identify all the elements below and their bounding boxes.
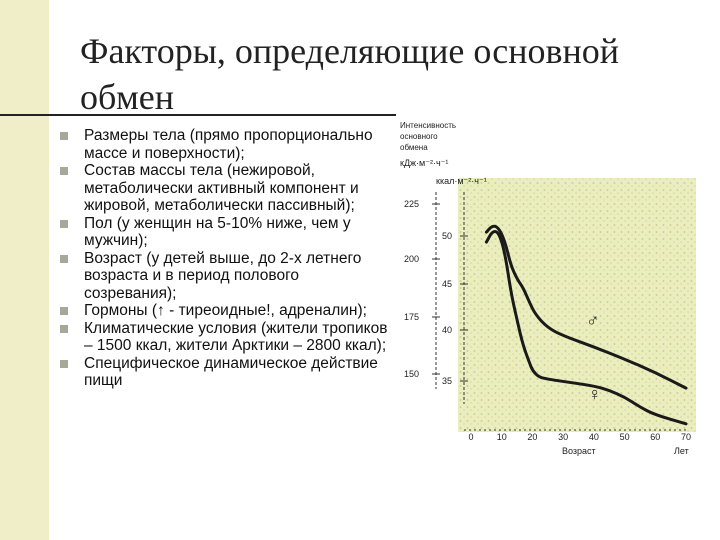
bullet-item: Размеры тела (прямо пропорционально масс… bbox=[60, 127, 390, 162]
title-rule bbox=[0, 114, 412, 116]
y-kj-tick-label: 175 bbox=[404, 312, 419, 322]
x-tick-label: 50 bbox=[620, 432, 630, 442]
y-kcal-tick-label: 45 bbox=[442, 279, 452, 289]
ylabel-line: основного bbox=[400, 132, 438, 141]
x-tick-label: 40 bbox=[589, 432, 599, 442]
bullet-square-icon bbox=[60, 132, 68, 140]
bullet-text: Специфическое динамическое действие пищи bbox=[84, 354, 378, 390]
left-band bbox=[0, 0, 49, 540]
female-symbol: ♀ bbox=[588, 384, 602, 404]
x-tick-label: 20 bbox=[527, 432, 537, 442]
bullet-square-icon bbox=[60, 324, 68, 333]
bullet-item: Специфическое динамическое действие пищи bbox=[60, 355, 390, 390]
bullet-text: Размеры тела (прямо пропорционально масс… bbox=[84, 127, 373, 162]
metabolism-age-chart: Интенсивность основного обмена кДж·м⁻²·ч… bbox=[396, 104, 706, 470]
y-kj-tick-label: 225 bbox=[404, 199, 419, 209]
bullet-item: Гормоны (↑ - тиреоидные!, адреналин); bbox=[60, 302, 390, 320]
x-axis-unit: Лет bbox=[674, 446, 689, 456]
bullet-item: Климатические условия (жители тропиков –… bbox=[60, 320, 390, 355]
series-lines: ♂♀ bbox=[484, 224, 688, 426]
x-axis-label: Возраст bbox=[562, 446, 596, 456]
bullet-square-icon bbox=[60, 307, 68, 315]
y-kj-tick-label: 150 bbox=[404, 369, 419, 379]
x-tick-label: 60 bbox=[650, 432, 660, 442]
x-tick-label: 10 bbox=[497, 432, 507, 442]
y-kcal-tick-label: 35 bbox=[442, 376, 452, 386]
bullet-square-icon bbox=[60, 167, 68, 175]
bullet-square-icon bbox=[60, 254, 68, 263]
plot-area bbox=[458, 178, 696, 432]
bullet-square-icon bbox=[60, 219, 68, 228]
bullet-text: Возраст (у детей выше, до 2-х летнего во… bbox=[84, 249, 362, 302]
y-kcal-tick-label: 50 bbox=[442, 231, 452, 241]
y-unit-kj: кДж·м⁻²·ч⁻¹ bbox=[400, 158, 448, 168]
ylabel-line: Интенсивность bbox=[400, 121, 456, 130]
series-line-female bbox=[484, 230, 688, 426]
slide-title: Факторы, определяющие основной обмен bbox=[80, 31, 619, 117]
series-line-male bbox=[484, 224, 688, 390]
bullet-list: Размеры тела (прямо пропорционально масс… bbox=[60, 127, 390, 390]
bullet-item: Состав массы тела (нежировой, метаболиче… bbox=[60, 162, 390, 215]
male-symbol: ♂ bbox=[586, 310, 600, 330]
chart-svg: Интенсивность основного обмена кДж·м⁻²·ч… bbox=[396, 104, 706, 470]
y-unit-kcal: ккал·м⁻²·ч⁻¹ bbox=[436, 176, 487, 186]
bullet-text: Пол (у женщин на 5-10% ниже, чем у мужчи… bbox=[84, 214, 351, 250]
bullet-text: Состав массы тела (нежировой, метаболиче… bbox=[84, 162, 359, 214]
y-kj-tick-label: 200 bbox=[404, 254, 419, 264]
bullet-text: Гормоны (↑ - тиреоидные!, адреналин); bbox=[84, 302, 367, 319]
x-tick-label: 30 bbox=[558, 432, 568, 442]
bullet-square-icon bbox=[60, 359, 68, 368]
y-kcal-tick-label: 40 bbox=[442, 325, 452, 335]
bullet-text: Климатические условия (жители тропиков –… bbox=[84, 319, 388, 355]
x-tick-label: 70 bbox=[681, 432, 691, 442]
axes: 225 200 175 150 50 45 40 35 0 10 20 30 40 50 60 70 bbox=[404, 192, 691, 442]
bullet-item: Пол (у женщин на 5-10% ниже, чем у мужчи… bbox=[60, 215, 390, 250]
ylabel-line: обмена bbox=[400, 143, 428, 152]
bullet-item: Возраст (у детей выше, до 2-х летнего во… bbox=[60, 250, 390, 303]
x-tick-label: 0 bbox=[468, 432, 473, 442]
